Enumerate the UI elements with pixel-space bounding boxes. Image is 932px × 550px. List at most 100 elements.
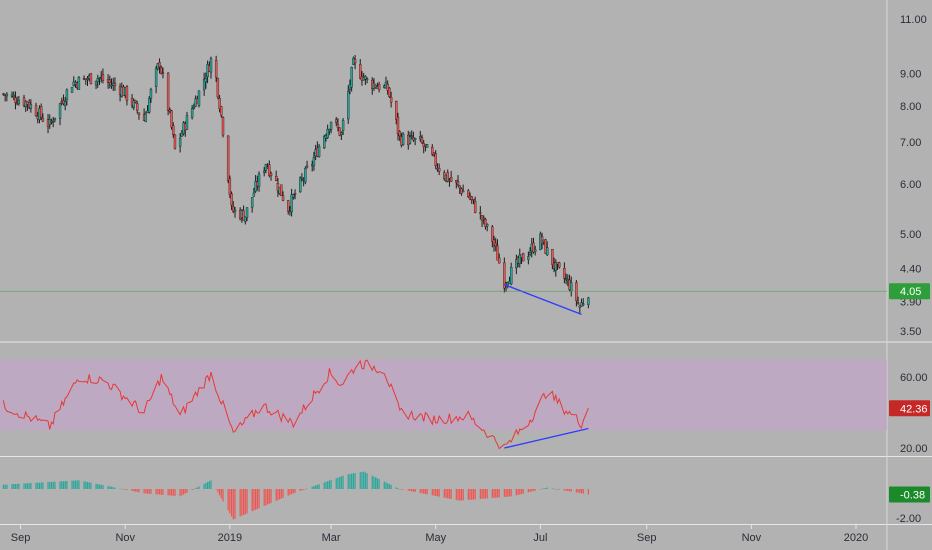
candle[interactable] xyxy=(293,193,297,195)
rsi-trendline[interactable] xyxy=(504,427,589,449)
candle[interactable] xyxy=(396,116,400,134)
candle[interactable] xyxy=(221,116,225,136)
candle[interactable] xyxy=(281,195,285,201)
candle[interactable] xyxy=(185,115,189,130)
candle[interactable] xyxy=(58,103,62,119)
candle[interactable] xyxy=(544,239,547,254)
candle[interactable] xyxy=(125,86,129,101)
candle[interactable] xyxy=(527,256,530,260)
candle[interactable] xyxy=(77,76,81,90)
candle[interactable] xyxy=(395,101,398,120)
candle[interactable] xyxy=(245,207,249,218)
candle[interactable] xyxy=(51,121,55,123)
candle[interactable] xyxy=(329,121,333,130)
candle[interactable] xyxy=(413,138,417,140)
candle[interactable] xyxy=(312,157,316,166)
candle[interactable] xyxy=(242,210,245,221)
candle[interactable] xyxy=(149,89,153,99)
candle[interactable] xyxy=(101,74,105,81)
candle[interactable] xyxy=(299,177,302,192)
candle[interactable] xyxy=(14,97,17,103)
rsi-line[interactable] xyxy=(2,359,589,450)
candle[interactable] xyxy=(386,84,389,91)
candle[interactable] xyxy=(518,254,521,264)
candle[interactable] xyxy=(491,226,494,242)
candle[interactable] xyxy=(576,302,580,304)
candle[interactable] xyxy=(132,100,136,108)
candle[interactable] xyxy=(290,194,293,213)
candle[interactable] xyxy=(300,178,304,180)
candle[interactable] xyxy=(582,303,585,305)
candle[interactable] xyxy=(170,110,173,128)
candle[interactable] xyxy=(587,297,590,305)
candle[interactable] xyxy=(65,89,69,100)
candle[interactable] xyxy=(53,117,57,120)
candle[interactable] xyxy=(389,96,393,103)
candle[interactable] xyxy=(276,183,280,192)
candle[interactable] xyxy=(113,83,117,87)
candle[interactable] xyxy=(546,247,549,256)
candle[interactable] xyxy=(230,193,233,206)
candle[interactable] xyxy=(401,133,405,145)
candle[interactable] xyxy=(202,78,206,91)
candle[interactable] xyxy=(98,77,101,80)
candle[interactable] xyxy=(485,224,489,227)
candle[interactable] xyxy=(336,124,340,128)
candle[interactable] xyxy=(269,173,273,176)
candle[interactable] xyxy=(461,190,465,193)
candle[interactable] xyxy=(218,98,221,109)
candle[interactable] xyxy=(532,242,535,253)
candle[interactable] xyxy=(144,113,148,123)
candle[interactable] xyxy=(359,64,362,79)
candle[interactable] xyxy=(575,282,578,301)
candle[interactable] xyxy=(268,164,271,176)
candle[interactable] xyxy=(286,200,290,212)
candle[interactable] xyxy=(173,134,177,149)
candle[interactable] xyxy=(467,190,470,198)
candle[interactable] xyxy=(17,100,21,104)
candle[interactable] xyxy=(458,185,461,189)
candle[interactable] xyxy=(228,178,232,195)
candle[interactable] xyxy=(108,79,111,83)
candle[interactable] xyxy=(160,67,163,74)
candle[interactable] xyxy=(252,192,256,197)
candle[interactable] xyxy=(340,132,343,135)
candle[interactable] xyxy=(374,85,377,88)
candle[interactable] xyxy=(148,98,151,113)
candle[interactable] xyxy=(226,135,230,181)
candle[interactable] xyxy=(304,168,307,183)
candle[interactable] xyxy=(515,259,518,269)
candle[interactable] xyxy=(456,181,460,185)
candle[interactable] xyxy=(180,132,184,137)
candle[interactable] xyxy=(522,253,525,262)
candle[interactable] xyxy=(472,198,475,201)
candle[interactable] xyxy=(158,62,161,68)
candle[interactable] xyxy=(172,125,175,135)
candle[interactable] xyxy=(204,78,208,83)
candle[interactable] xyxy=(220,106,223,116)
candle[interactable] xyxy=(431,147,434,155)
candle[interactable] xyxy=(470,196,473,200)
candle[interactable] xyxy=(89,73,93,85)
candle[interactable] xyxy=(364,75,367,80)
candle[interactable] xyxy=(190,108,194,118)
candle[interactable] xyxy=(317,146,321,157)
candle[interactable] xyxy=(494,242,497,247)
candle[interactable] xyxy=(434,153,437,167)
candle[interactable] xyxy=(232,206,235,212)
candle[interactable] xyxy=(178,138,182,147)
candle[interactable] xyxy=(437,167,441,172)
candle[interactable] xyxy=(509,266,513,285)
macd-pane[interactable] xyxy=(2,471,589,520)
price-trendline[interactable] xyxy=(504,283,582,315)
candle[interactable] xyxy=(70,87,74,93)
candle[interactable] xyxy=(425,144,429,148)
candle[interactable] xyxy=(134,100,137,103)
candle[interactable] xyxy=(29,104,33,109)
candle[interactable] xyxy=(446,172,449,182)
candle[interactable] xyxy=(326,128,329,138)
rsi-pane[interactable] xyxy=(0,359,887,450)
candle[interactable] xyxy=(554,262,557,271)
candle[interactable] xyxy=(563,268,566,279)
candle[interactable] xyxy=(350,67,353,88)
